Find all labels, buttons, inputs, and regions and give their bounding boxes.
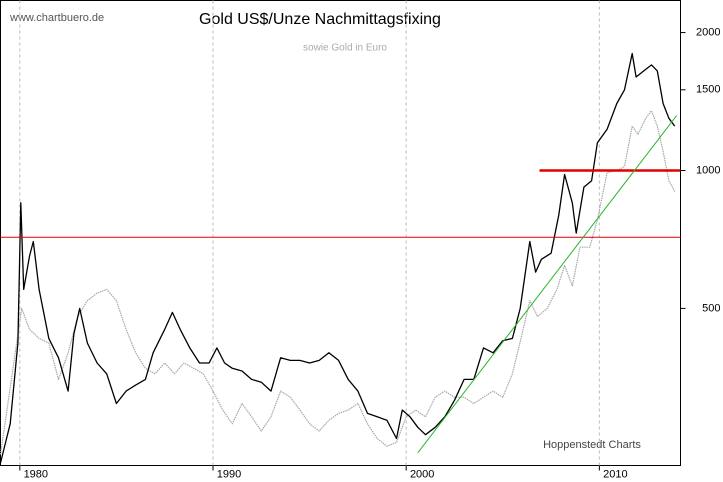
source: www.chartbuero.de: [9, 12, 104, 24]
credit: Hoppenstedt Charts: [543, 439, 641, 451]
chart-title: Gold US$/Unze Nachmittagsfixing: [199, 11, 441, 28]
y-tick-label: 1500: [696, 84, 720, 96]
chart-subtitle: sowie Gold in Euro: [303, 43, 387, 54]
y-tick-label: 2000: [696, 26, 720, 38]
y-tick-label: 500: [702, 302, 720, 314]
price-line: [0, 52, 676, 464]
plot-frame: [0, 0, 681, 466]
x-tick-label: 1990: [217, 468, 241, 480]
reference-line: [417, 115, 677, 454]
y-tick-label: 1000: [696, 164, 720, 176]
x-tick-label: 2010: [603, 468, 627, 480]
x-tick-label: 2000: [410, 468, 434, 480]
price-line: [0, 110, 676, 455]
x-tick-label: 1980: [24, 468, 48, 480]
